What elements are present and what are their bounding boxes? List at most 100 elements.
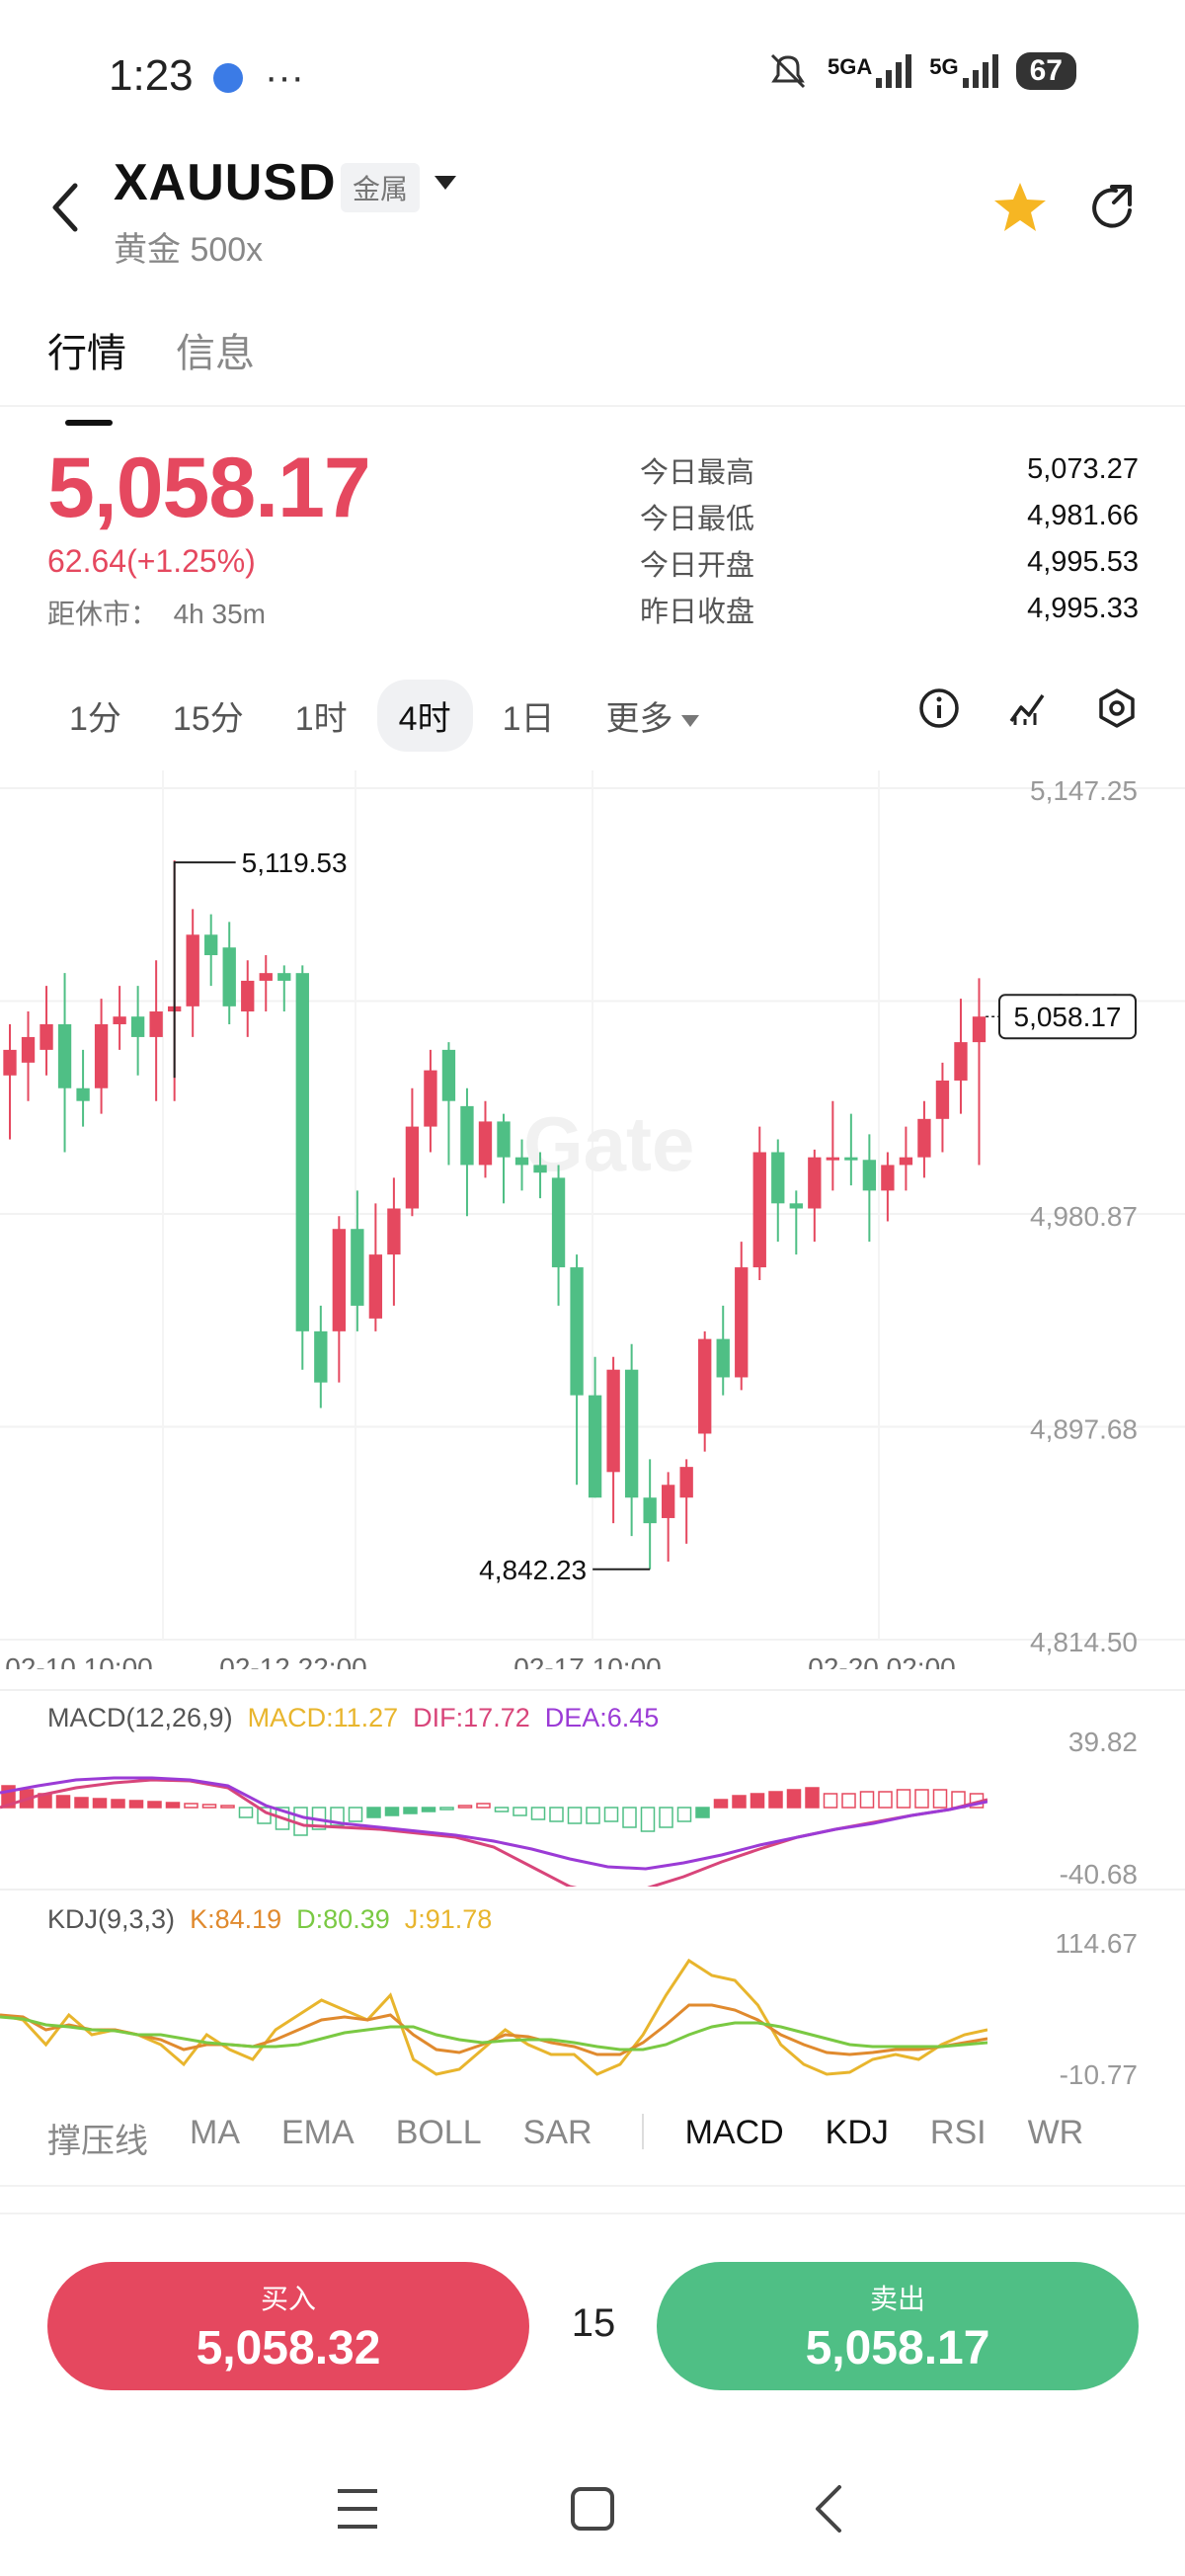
histogram-bar (147, 1801, 162, 1809)
chart-grid (0, 770, 1185, 1641)
histogram-bar (220, 1805, 235, 1809)
candle-body (624, 1369, 639, 1498)
indicator-support-resistance[interactable]: 撑压线 (47, 2123, 148, 2160)
candle-body (94, 1023, 109, 1088)
indicator-macd[interactable]: MACD (684, 2114, 784, 2151)
histogram-bar (659, 1807, 673, 1828)
candle-body (735, 1267, 749, 1378)
high-marker-label: 5,119.53 (242, 847, 348, 878)
histogram-bar (530, 1807, 546, 1820)
chevron-down-icon[interactable] (434, 176, 456, 190)
price-change: 62.64(+1.25%) (47, 543, 256, 579)
symbol-title[interactable]: XAUUSD (114, 154, 337, 211)
favorite-star-icon[interactable] (992, 181, 1048, 234)
sell-button[interactable]: 卖出 5,058.17 (657, 2262, 1139, 2390)
last-price: 5,058.17 (47, 441, 371, 535)
candle-body (368, 1254, 383, 1319)
indicator-boll[interactable]: BOLL (395, 2114, 482, 2151)
histogram-bar (750, 1793, 765, 1809)
candle-body (478, 1121, 493, 1166)
indicator-tabs: 撑压线 MA EMA BOLL SAR MACD KDJ RSI WR (47, 2114, 1144, 2162)
histogram-bar (348, 1807, 363, 1822)
indicator-line (0, 2003, 988, 2056)
status-icons: 5GA 5G 67 (766, 51, 1076, 91)
candle-body (716, 1338, 730, 1378)
candle-body (789, 1203, 803, 1209)
candles (3, 860, 987, 1570)
macd-y-top: 39.82 (1067, 1727, 1138, 1757)
histogram-bar (622, 1807, 637, 1828)
candle-body (551, 1177, 566, 1268)
macd-y-bottom: -40.68 (1059, 1859, 1138, 1890)
x-tick-label: 02-12 22:00 (219, 1652, 366, 1669)
candle-body (808, 1157, 822, 1209)
timeframe-4h[interactable]: 4时 (376, 680, 473, 752)
candle-body (771, 1152, 785, 1204)
histogram-bar (786, 1789, 802, 1809)
histogram-bar (238, 1807, 254, 1818)
macd-legend: MACD(12,26,9) MACD:11.27 DIF:17.72 DEA:6… (47, 1703, 660, 1732)
candle-body (241, 980, 255, 1012)
stat-high: 今日最高 5,073.27 (640, 453, 1139, 489)
timeframe-selector: 1分 15分 1时 4时 1日 更多 (47, 680, 729, 752)
indicator-rsi[interactable]: RSI (929, 2114, 987, 2151)
indicator-kdj[interactable]: KDJ (825, 2114, 889, 2151)
histogram-bar (184, 1803, 198, 1809)
macd-chart (0, 1776, 988, 1887)
x-tick-label: 02-20 02:00 (808, 1652, 955, 1669)
buy-button[interactable]: 买入 5,058.32 (47, 2262, 529, 2390)
info-icon[interactable] (918, 687, 960, 729)
settings-icon[interactable] (1096, 687, 1138, 729)
candle-body (387, 1208, 401, 1255)
candle-body (606, 1369, 620, 1473)
nav-back-icon[interactable] (816, 2485, 841, 2533)
candle-body (514, 1157, 529, 1166)
share-icon[interactable] (1086, 183, 1138, 234)
candle-body (295, 973, 309, 1331)
kdj-y-top: 114.67 (1055, 1928, 1138, 1959)
sell-price: 5,058.17 (805, 2321, 990, 2375)
indicator-sar[interactable]: SAR (522, 2114, 592, 2151)
buy-price: 5,058.32 (196, 2321, 381, 2375)
timeframe-1d[interactable]: 1日 (502, 700, 555, 738)
candle-body (351, 1229, 364, 1306)
x-tick-label: 02-10 10:00 (5, 1652, 152, 1669)
kdj-y-bottom: -10.77 (1059, 2059, 1138, 2090)
indicator-ema[interactable]: EMA (281, 2114, 355, 2151)
histogram-bar (439, 1807, 454, 1811)
candle-body (186, 934, 199, 1006)
candlestick-chart[interactable]: Gate 5,147.255,064.064,980.874,897.684,8… (0, 770, 1185, 1669)
histogram-bar (676, 1807, 692, 1822)
tab-info[interactable]: 信息 (176, 332, 255, 375)
candle-body (21, 1036, 36, 1063)
candle-body (899, 1157, 913, 1166)
candle-body (570, 1267, 584, 1396)
back-icon[interactable] (45, 178, 85, 237)
mute-icon (770, 53, 806, 89)
divider (0, 2213, 1185, 2214)
home-icon[interactable] (571, 2487, 614, 2531)
histogram-bar (457, 1805, 473, 1809)
tab-market[interactable]: 行情 (47, 321, 126, 426)
histogram-bar (494, 1807, 510, 1812)
candle-body (3, 1049, 17, 1076)
histogram-bar (128, 1800, 144, 1809)
stat-open: 今日开盘 4,995.53 (640, 546, 1139, 582)
candle-body (662, 1485, 675, 1518)
histogram-bar (932, 1789, 948, 1809)
chart-tools (918, 687, 1138, 729)
separator (641, 2114, 644, 2149)
timeframe-15m[interactable]: 15分 (172, 700, 244, 738)
last-price-box (998, 994, 1137, 1040)
buy-label: 买入 (260, 2283, 316, 2314)
battery-icon: 67 (1015, 52, 1076, 90)
indicator-icon[interactable] (1007, 687, 1049, 729)
menu-icon[interactable] (338, 2489, 377, 2529)
timeframe-1m[interactable]: 1分 (69, 700, 121, 738)
timeframe-more[interactable]: 更多 (585, 680, 721, 752)
indicator-wr[interactable]: WR (1027, 2114, 1084, 2151)
timeframe-1h[interactable]: 1时 (294, 700, 348, 738)
indicator-ma[interactable]: MA (190, 2114, 240, 2151)
histogram-bar (732, 1795, 747, 1809)
x-axis-ticks: 02-10 10:00 02-12 22:00 02-17 10:00 02-20 0… (5, 1652, 955, 1669)
